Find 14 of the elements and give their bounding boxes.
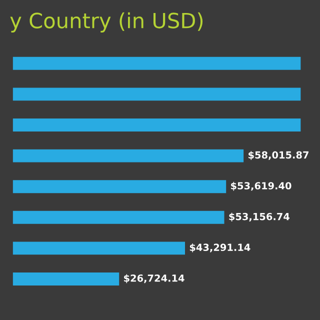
bar (12, 149, 244, 162)
bar (12, 242, 186, 255)
bar (12, 272, 120, 286)
data-label: $43,291.14 (190, 243, 250, 252)
data-label: $26,724.14 (124, 274, 184, 284)
bar (12, 210, 224, 224)
data-label: $53,619.40 (231, 182, 292, 191)
data-label: $58,015.87 (248, 151, 308, 160)
bar (12, 180, 226, 194)
bar (12, 56, 301, 70)
bar (12, 88, 301, 101)
bar (12, 118, 301, 132)
data-label: $53,156.74 (229, 212, 290, 222)
chart-title: y Country (in USD) (10, 12, 203, 32)
